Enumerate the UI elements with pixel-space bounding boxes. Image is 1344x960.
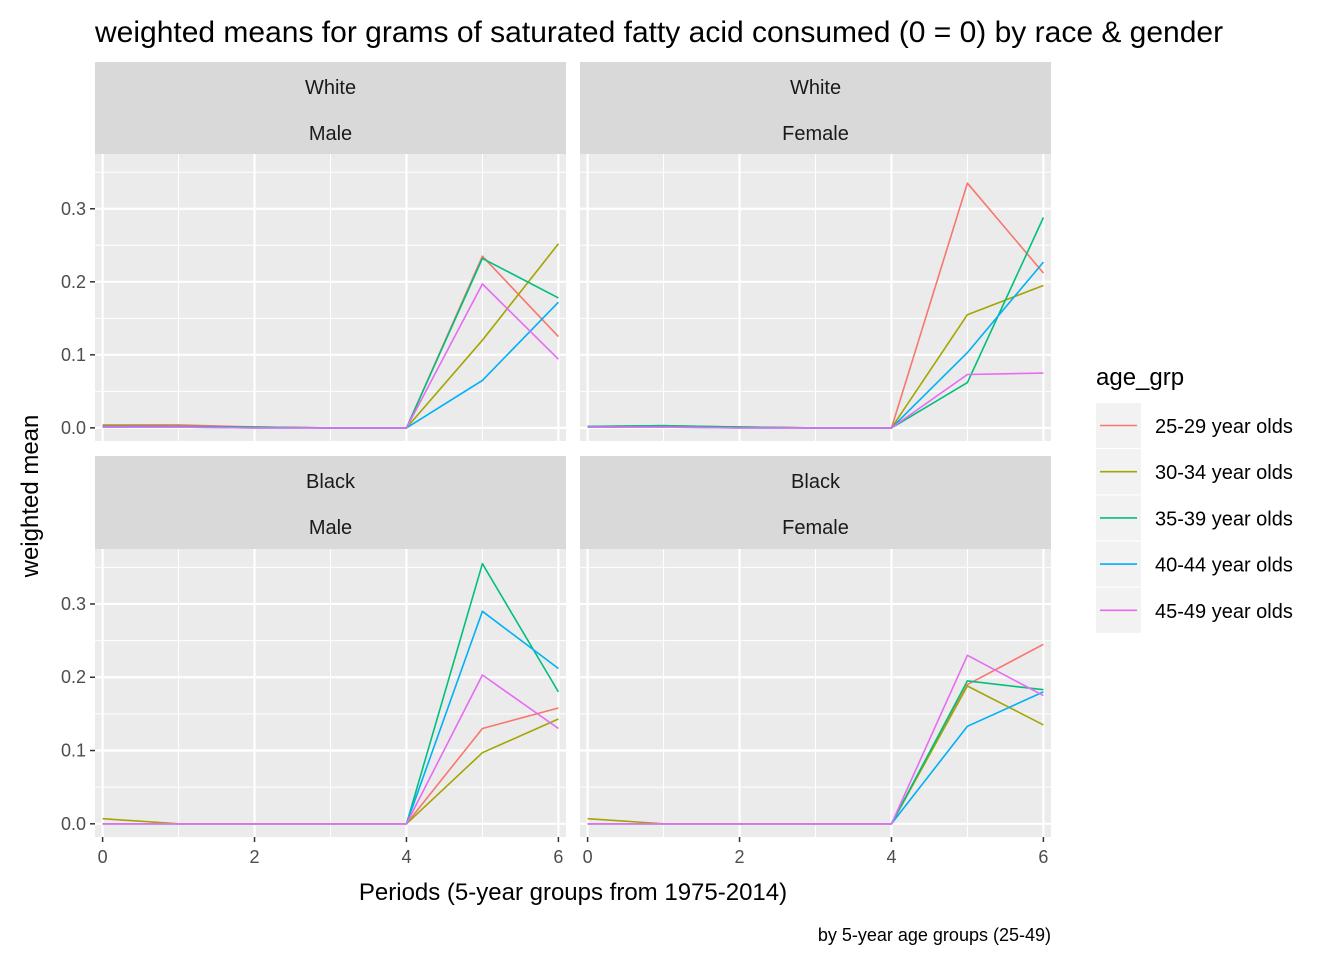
legend-label: 45-49 year olds (1155, 601, 1293, 623)
facet-label-gender: Male (309, 123, 352, 145)
legend-label: 25-29 year olds (1155, 416, 1293, 438)
panel-white-male: White Male (95, 62, 566, 441)
series-line-45-49 (102, 283, 559, 429)
legend-item: 45-49 year olds (1096, 587, 1293, 633)
panel-black-female: Black Female (580, 456, 1051, 837)
x-tick-label: 0 (583, 847, 593, 867)
y-tick-label: 0.0 (61, 814, 86, 834)
legend-item: 30-34 year olds (1096, 449, 1293, 495)
facet-strip (580, 62, 1051, 154)
chart-caption: by 5-year age groups (25-49) (818, 925, 1051, 945)
facet-label-race: White (305, 77, 356, 99)
legend-label: 35-39 year olds (1155, 508, 1293, 530)
series-line-45-49 (587, 372, 1044, 429)
x-tick-label: 2 (250, 847, 260, 867)
legend-item: 40-44 year olds (1096, 541, 1293, 587)
x-tick-label: 2 (735, 847, 745, 867)
panel-black-male: Black Male (95, 456, 566, 837)
y-tick-label: 0.0 (61, 418, 86, 438)
legend: age_grp 25-29 year olds 30-34 year olds 35… (1096, 364, 1293, 633)
facet-label-race: Black (791, 471, 841, 493)
y-axis-title: weighted mean (17, 415, 44, 579)
y-tick-label: 0.3 (61, 199, 86, 219)
panel-white-female: White Female (580, 62, 1051, 441)
x-tick-label: 6 (553, 847, 563, 867)
facet-strip (95, 62, 566, 154)
series-line-45-49 (587, 654, 1044, 825)
facet-panels: White Male White Female Black Male Black Female (95, 62, 1051, 837)
facet-label-race: White (790, 77, 841, 99)
legend-item: 25-29 year olds (1096, 403, 1293, 448)
x-axis-title: Periods (5-year groups from 1975-2014) (359, 879, 787, 906)
facet-label-gender: Female (782, 517, 849, 539)
facet-label-race: Black (306, 471, 356, 493)
y-tick-label: 0.2 (61, 272, 86, 292)
x-tick-label: 4 (886, 847, 896, 867)
legend-item: 35-39 year olds (1096, 495, 1293, 541)
legend-label: 40-44 year olds (1155, 555, 1293, 577)
y-tick-label: 0.2 (61, 667, 86, 687)
facet-label-gender: Male (309, 517, 352, 539)
y-tick-label: 0.1 (61, 345, 86, 365)
legend-label: 30-34 year olds (1155, 462, 1293, 484)
facet-label-gender: Female (782, 123, 849, 145)
y-tick-label: 0.3 (61, 594, 86, 614)
facet-strip (95, 456, 566, 549)
y-axis-ticks: 0.0 0.1 0.2 0.3 0.0 0.1 0.2 0.3 (61, 199, 95, 834)
chart-title: weighted means for grams of saturated fa… (94, 16, 1223, 49)
series-line-45-49 (102, 674, 559, 825)
facet-strip (580, 456, 1051, 549)
legend-items: 25-29 year olds 30-34 year olds 35-39 year… (1096, 403, 1293, 633)
y-tick-label: 0.1 (61, 741, 86, 761)
x-tick-label: 0 (98, 847, 108, 867)
x-tick-label: 4 (401, 847, 411, 867)
x-tick-label: 6 (1038, 847, 1048, 867)
legend-title: age_grp (1096, 364, 1184, 391)
